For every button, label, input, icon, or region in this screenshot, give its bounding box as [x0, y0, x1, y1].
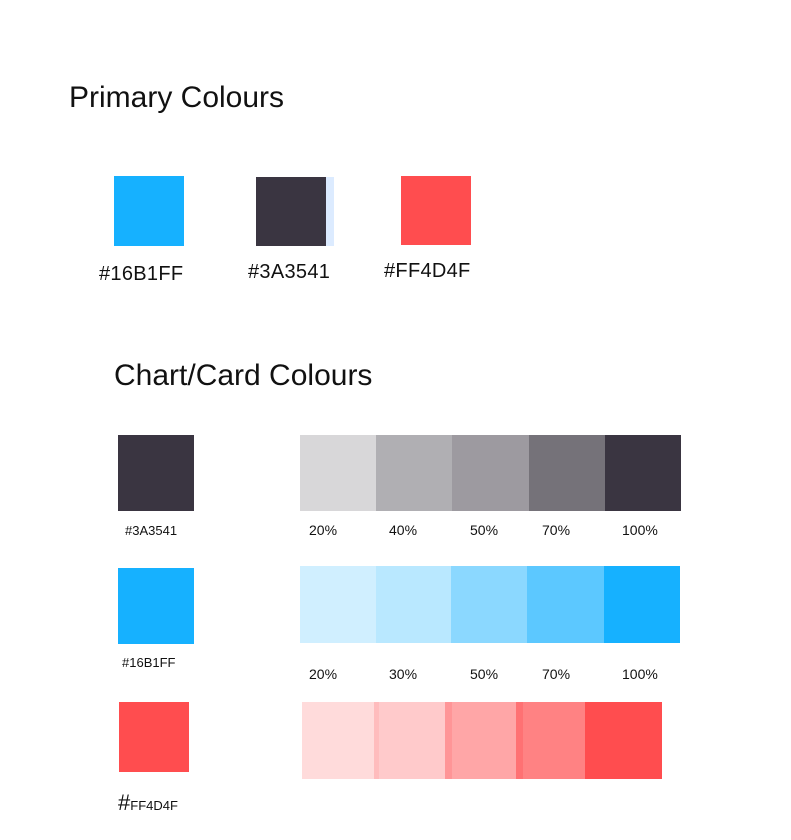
primary-hex-dark: #3A3541	[248, 261, 331, 283]
tint-cell	[302, 702, 374, 779]
tint-seam	[445, 702, 452, 779]
tint-cell	[300, 566, 376, 643]
primary-hex-blue: #16B1FF	[99, 263, 184, 285]
tint-cell	[379, 702, 445, 779]
chart-colours-heading: Chart/Card Colours	[114, 359, 373, 392]
tint-cell	[604, 566, 680, 643]
tint-label: 100%	[622, 522, 658, 538]
chart-hex-red: #FF4D4F	[118, 792, 178, 814]
tint-label: 30%	[389, 666, 418, 682]
tint-label: 50%	[470, 666, 499, 682]
tint-cell	[529, 435, 605, 511]
tint-label: 70%	[542, 666, 571, 682]
primary-hex-red: #FF4D4F	[384, 260, 471, 282]
tint-cell	[376, 435, 452, 511]
chart-hex-blue: #16B1FF	[122, 655, 176, 670]
tint-cell	[523, 702, 585, 779]
chart-hex-dark: #3A3541	[125, 523, 178, 538]
tint-label: 70%	[542, 522, 571, 538]
tint-label: 100%	[622, 666, 658, 682]
tint-label: 50%	[470, 522, 499, 538]
chart-swatch-blue	[118, 568, 194, 644]
tint-cell	[452, 702, 516, 779]
tint-seam	[374, 702, 379, 779]
tint-cell	[605, 435, 681, 511]
tint-label: 20%	[309, 666, 338, 682]
primary-colours-heading: Primary Colours	[69, 81, 285, 114]
chart-swatch-dark	[118, 435, 194, 511]
tint-cell	[451, 566, 527, 643]
tint-cell	[452, 435, 529, 511]
tint-label: 40%	[389, 522, 418, 538]
tint-seam	[516, 702, 523, 779]
tint-label: 20%	[309, 522, 338, 538]
tint-cell	[585, 702, 662, 779]
hex-value: FF4D4F	[130, 798, 178, 813]
swatch-edge-highlight	[326, 177, 334, 246]
primary-swatch-dark	[256, 177, 326, 246]
primary-swatch-red	[401, 176, 471, 245]
chart-swatch-red	[119, 702, 189, 772]
primary-swatch-blue	[114, 176, 184, 246]
tint-cell	[527, 566, 604, 643]
tint-ramp-red	[302, 702, 662, 779]
tint-cell	[376, 566, 451, 643]
tint-cell	[300, 435, 376, 511]
tint-ramp-dark	[300, 435, 681, 511]
hex-hash: #	[118, 790, 131, 815]
tint-ramp-blue	[300, 566, 680, 643]
